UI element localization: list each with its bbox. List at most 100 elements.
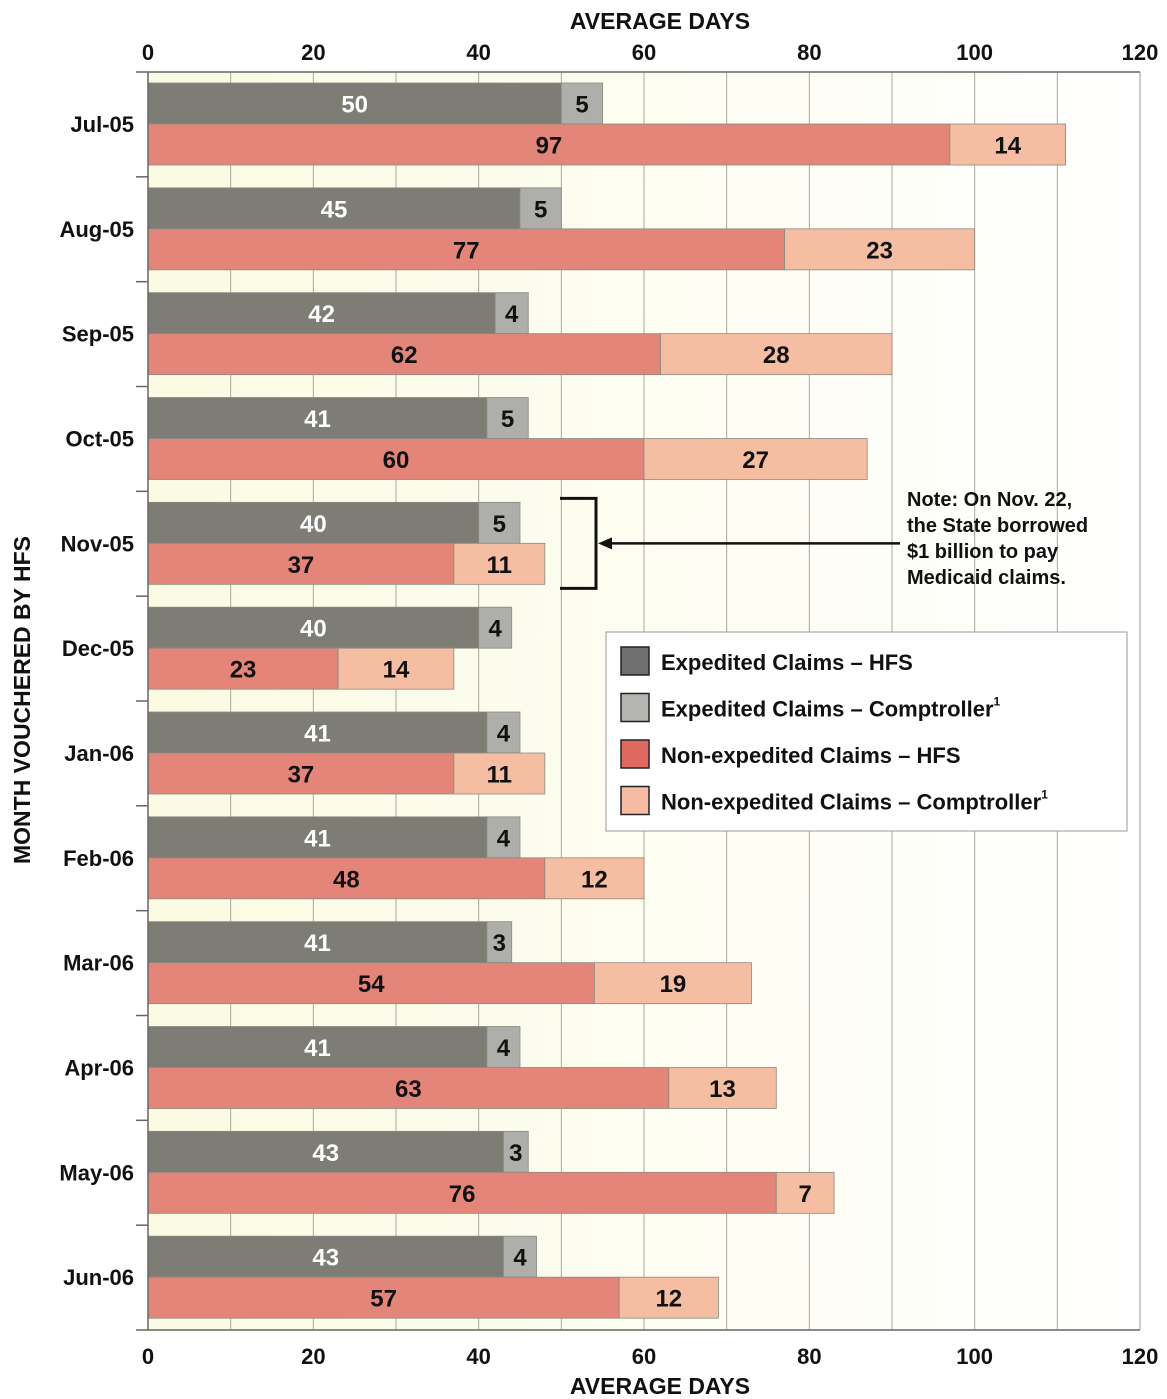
bar-expedited-1: [519, 187, 562, 230]
bar-non-expedited-1: [544, 857, 645, 900]
bar-non-expedited-0: [147, 962, 595, 1005]
data-label: 48: [333, 866, 360, 893]
x-tick-label-bottom: 0: [142, 1344, 154, 1369]
annotation-line: Medicaid claims.: [907, 567, 1066, 589]
bar-non-expedited-0: [147, 542, 455, 585]
annotation-line: $1 billion to pay: [907, 541, 1059, 563]
legend-label: Expedited Claims – Comptroller1: [661, 695, 1001, 722]
x-tick-label-top: 60: [632, 40, 656, 65]
x-tick-label-bottom: 80: [797, 1344, 821, 1369]
data-label: 60: [383, 447, 410, 474]
arrow-head: [598, 537, 612, 550]
data-label: 13: [709, 1076, 736, 1103]
bar-non-expedited-1: [618, 1276, 719, 1319]
category-label: May-06: [59, 1160, 134, 1185]
data-label: 77: [453, 237, 480, 264]
bar-non-expedited-1: [453, 542, 546, 585]
data-label: 50: [341, 92, 368, 119]
x-tick-label-bottom: 40: [466, 1344, 490, 1369]
bar-expedited-1: [486, 921, 513, 964]
category-label: Jun-06: [63, 1265, 134, 1290]
bar-non-expedited-0: [147, 333, 661, 376]
category-label: Jan-06: [64, 741, 134, 766]
legend: Expedited Claims – HFS Expedited Claims –…: [605, 631, 1128, 832]
data-label: 76: [449, 1181, 476, 1208]
data-label: 4: [497, 825, 511, 852]
data-label: 40: [300, 616, 327, 643]
legend-label: Expedited Claims – HFS: [661, 650, 913, 675]
data-label: 23: [230, 657, 257, 684]
data-label: 41: [304, 721, 331, 748]
category-label: Jul-05: [70, 112, 134, 137]
data-label: 5: [534, 196, 547, 223]
data-label: 7: [799, 1181, 812, 1208]
bar-non-expedited-1: [949, 123, 1066, 166]
data-label: 11: [487, 762, 512, 789]
data-label: 3: [493, 930, 506, 957]
data-label: 11: [487, 552, 512, 579]
data-label: 23: [866, 237, 893, 264]
data-label: 42: [308, 301, 335, 328]
data-label: 37: [288, 552, 315, 579]
bar-non-expedited-1: [775, 1171, 835, 1214]
footnote-marker: 1: [994, 695, 1001, 709]
x-tick-label-bottom: 20: [301, 1344, 325, 1369]
category-labels: Jul-05 Aug-05 Sep-05 Oct-05 Nov-05 Dec-05 Jan-…: [59, 112, 134, 1290]
annotation-line: the State borrowed: [907, 515, 1088, 537]
data-label: 5: [493, 511, 506, 538]
legend-label: Non-expedited Claims – Comptroller1: [661, 788, 1048, 815]
x-tick-label-bottom: 60: [632, 1344, 656, 1369]
data-label: 40: [300, 511, 327, 538]
bar-non-expedited-1: [453, 752, 546, 795]
bar-non-expedited-1: [337, 647, 455, 690]
bar-expedited-0: [147, 711, 488, 754]
data-label: 45: [321, 196, 348, 223]
category-label: Apr-06: [64, 1056, 134, 1081]
bar-expedited-1: [478, 606, 513, 649]
data-label: 43: [312, 1245, 339, 1272]
bar-expedited-0: [147, 1026, 488, 1068]
legend-swatch: [620, 739, 650, 769]
data-label: 14: [383, 657, 410, 684]
bar-non-expedited-1: [660, 333, 893, 376]
data-label: 41: [304, 930, 331, 957]
data-label: 28: [763, 342, 790, 369]
legend-box: [605, 631, 1128, 832]
data-label: 4: [497, 721, 511, 748]
bar-expedited-0: [147, 292, 496, 335]
bar-expedited-0: [147, 1130, 504, 1173]
bar-expedited-1: [560, 82, 604, 125]
data-label: 43: [312, 1140, 339, 1167]
category-label: Oct-05: [66, 427, 134, 452]
bar-non-expedited-1: [668, 1067, 777, 1109]
bar-non-expedited-0: [147, 752, 455, 795]
annotation: Note: On Nov. 22, the State borrowed $1 bi…: [560, 489, 1088, 590]
category-label: Aug-05: [59, 217, 134, 242]
category-label: Nov-05: [61, 531, 134, 556]
footnote-marker: 1: [1041, 788, 1048, 802]
legend-swatch: [620, 692, 650, 723]
bar-non-expedited-1: [594, 962, 752, 1005]
data-label: 41: [304, 406, 331, 433]
bar-non-expedited-1: [643, 438, 868, 480]
y-axis-title: MONTH VOUCHERED BY HFS: [9, 536, 35, 864]
x-tick-label-top: 120: [1122, 40, 1159, 65]
tick-labels: 0 0 20 20 40 40 60 60 80 80 100 100 120 120: [142, 40, 1158, 1369]
bracket: [560, 496, 598, 590]
bar-non-expedited-1: [784, 228, 976, 271]
bar-non-expedited-0: [147, 857, 546, 900]
category-label: Sep-05: [62, 322, 134, 347]
legend-swatch: [620, 785, 650, 816]
x-tick-label-top: 100: [956, 40, 993, 65]
data-label: 4: [505, 301, 519, 328]
data-label: 4: [513, 1245, 527, 1272]
bar-non-expedited-0: [147, 438, 645, 480]
data-label: 4: [497, 1035, 511, 1062]
axes-frame: [136, 71, 1141, 1331]
category-label: Dec-05: [62, 636, 134, 661]
data-label: 54: [358, 971, 385, 998]
data-label: 5: [501, 406, 514, 433]
bar-non-expedited-0: [147, 1067, 670, 1109]
data-label: 41: [304, 1035, 331, 1062]
data-label: 12: [655, 1286, 682, 1313]
